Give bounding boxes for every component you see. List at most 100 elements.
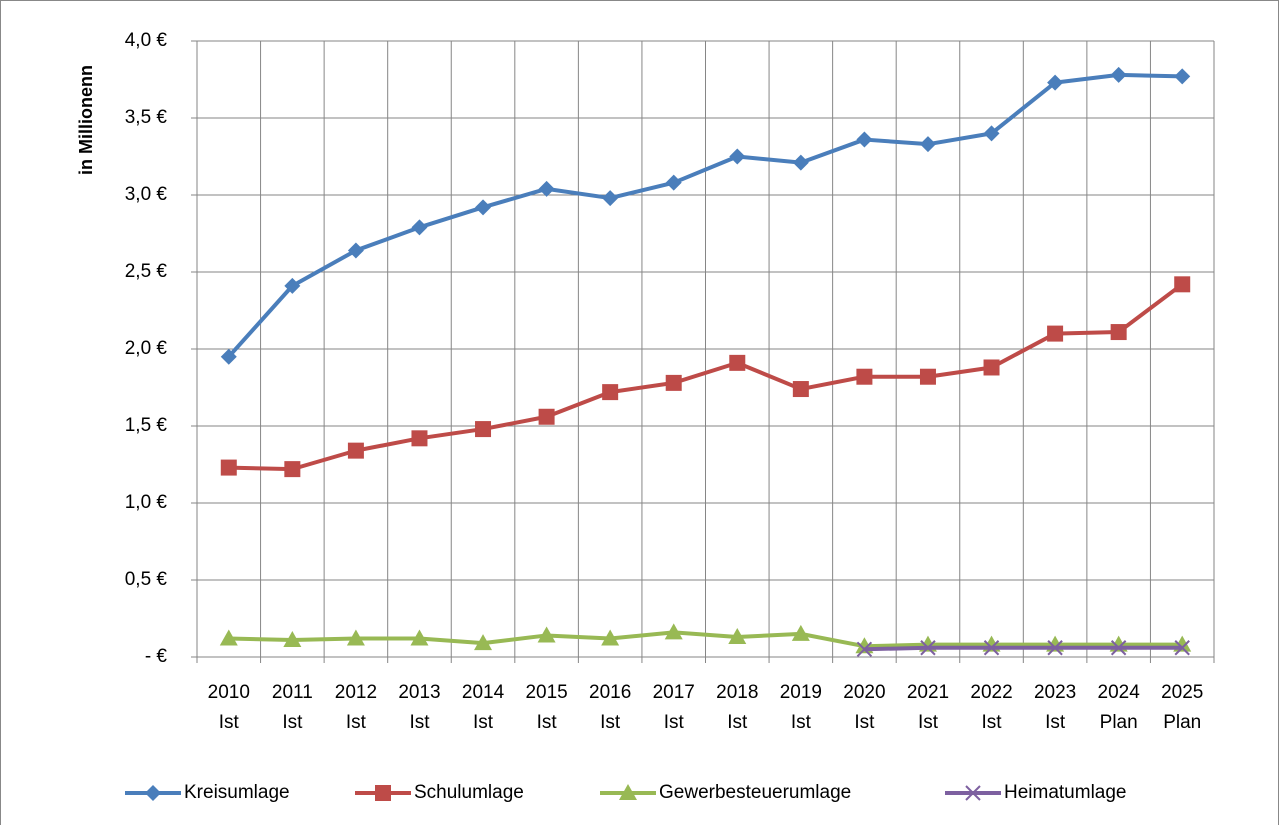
data-point: [664, 623, 683, 640]
x-tick-label: 2011 Ist: [272, 682, 313, 733]
x-tick-label: 2016 Ist: [589, 682, 631, 733]
series-line: [228, 282, 1184, 472]
data-point: [283, 631, 302, 648]
data-point: [983, 640, 1000, 656]
x-tick-label-line: 2013: [398, 682, 440, 703]
x-tick-label-line: 2014: [462, 682, 505, 703]
data-point: [410, 629, 429, 646]
data-point: [475, 199, 492, 216]
legend-marker: [619, 784, 637, 800]
y-tick-label: 3,5 €: [125, 107, 168, 128]
x-tick-label-line: 2018: [716, 682, 758, 703]
legend-label: Gewerbesteuerumlage: [659, 782, 851, 803]
data-point: [284, 277, 301, 294]
y-tick-label: 2,0 €: [125, 338, 168, 359]
data-point: [919, 368, 936, 385]
data-point: [729, 148, 746, 165]
data-point: [602, 190, 619, 207]
x-tick-label: 2018 Ist: [716, 682, 758, 733]
x-tick-label-line: Ist: [537, 712, 558, 733]
legend-marker: [145, 785, 161, 801]
x-tick-label: 2022 Ist: [970, 682, 1012, 733]
data-point: [792, 381, 809, 398]
data-point: [1174, 276, 1191, 293]
legend-label: Kreisumlage: [184, 782, 290, 803]
data-point: [1047, 325, 1064, 342]
x-tick-label-line: Ist: [600, 712, 621, 733]
x-tick-label: 2015 Ist: [525, 682, 567, 733]
x-tick-label: 2017 Ist: [653, 682, 695, 733]
data-point: [665, 374, 682, 391]
x-tick-label: 2013 Ist: [398, 682, 440, 733]
y-tick-label: 3,0 €: [125, 184, 168, 205]
data-point: [411, 430, 428, 447]
data-point: [1047, 74, 1064, 91]
x-tick-label-line: Ist: [282, 712, 303, 733]
data-point: [665, 174, 682, 191]
data-point: [792, 154, 809, 171]
data-point: [601, 629, 620, 646]
x-tick-label-line: Ist: [346, 712, 367, 733]
y-tick-label: 2,5 €: [125, 261, 168, 282]
data-point: [219, 629, 238, 646]
data-point: [474, 634, 493, 651]
x-tick-label-line: 2012: [335, 682, 377, 703]
x-tick-label-line: Plan: [1163, 712, 1201, 733]
data-point: [728, 627, 747, 644]
x-tick-label: 2021 Ist: [907, 682, 949, 733]
x-tick-label-line: 2017: [653, 682, 695, 703]
series-line: [228, 630, 1183, 649]
y-tick-label: - €: [145, 646, 168, 667]
x-tick-label-line: 2019: [780, 682, 822, 703]
x-tick-label: 2024 Plan: [1098, 682, 1141, 733]
legend-marker: [965, 785, 981, 801]
x-tick-label-line: Ist: [727, 712, 748, 733]
legend-marker: [375, 785, 391, 801]
data-point: [602, 384, 619, 401]
data-point: [1110, 66, 1127, 83]
x-tick-label-line: 2021: [907, 682, 949, 703]
x-tick-label-line: Ist: [1045, 712, 1066, 733]
x-tick-label-line: Plan: [1100, 712, 1138, 733]
data-point: [346, 629, 365, 646]
data-point: [856, 368, 873, 385]
data-point: [537, 626, 556, 643]
x-tick-label-line: Ist: [409, 712, 430, 733]
x-tick-label-line: Ist: [982, 712, 1003, 733]
data-point: [538, 180, 555, 197]
data-point: [220, 348, 237, 365]
x-tick-label-line: Ist: [854, 712, 875, 733]
x-tick-label: 2023 Ist: [1034, 682, 1076, 733]
x-tick-label: 2019 Ist: [780, 682, 822, 733]
x-tick-label-line: Ist: [791, 712, 812, 733]
x-tick-label: 2025 Plan: [1161, 682, 1203, 733]
data-point: [1174, 68, 1191, 85]
x-tick-label-line: 2025: [1161, 682, 1203, 703]
x-tick-label-line: 2011: [272, 682, 313, 703]
x-tick-label: 2012 Ist: [335, 682, 377, 733]
data-point: [920, 640, 936, 656]
legend-label: Schulumlage: [414, 782, 524, 803]
x-tick-label-line: Ist: [918, 712, 939, 733]
y-tick-label: 1,5 €: [125, 415, 168, 436]
x-tick-label-line: 2015: [525, 682, 567, 703]
x-tick-label-line: 2016: [589, 682, 631, 703]
data-point: [347, 242, 364, 259]
series-line: [864, 645, 1183, 652]
data-point: [919, 136, 936, 153]
x-tick-label-line: 2023: [1034, 682, 1076, 703]
x-tick-label-line: 2020: [843, 682, 885, 703]
data-point: [1110, 324, 1127, 341]
data-point: [983, 125, 1000, 142]
y-tick-label: 1,0 €: [125, 492, 168, 513]
data-point: [856, 641, 873, 658]
data-point: [1174, 640, 1190, 656]
data-point: [729, 354, 746, 371]
x-tick-label: 2020 Ist: [843, 682, 885, 733]
data-point: [1047, 640, 1063, 656]
x-tick-label-line: 2024: [1098, 682, 1141, 703]
x-tick-label-line: 2010: [208, 682, 250, 703]
data-point: [475, 421, 492, 438]
x-tick-label-line: Ist: [664, 712, 685, 733]
